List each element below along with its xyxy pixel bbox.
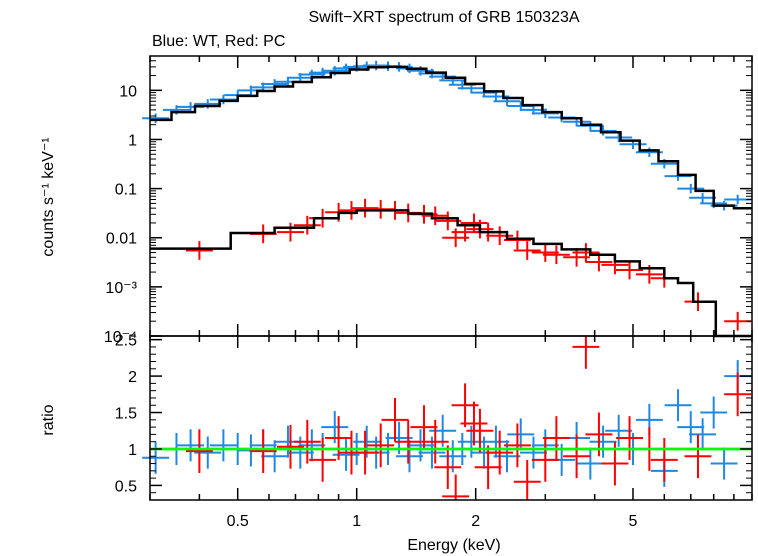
wt-data-point bbox=[531, 108, 559, 119]
wt-data-point bbox=[689, 193, 717, 203]
ratio-axes: 0.5 1 2 5 0.5 1 1.5 2 2.5 bbox=[115, 333, 753, 530]
pc-data-point bbox=[616, 260, 643, 280]
wt-ratio-point bbox=[700, 396, 728, 429]
pc-ratio-point bbox=[442, 474, 470, 500]
wt-model-line bbox=[150, 65, 752, 210]
y-tick-label: 1.5 bbox=[115, 406, 137, 423]
model-series bbox=[150, 65, 752, 338]
pc-data-point bbox=[185, 241, 213, 260]
pc-ratio-point bbox=[531, 438, 559, 482]
pc-data-point bbox=[542, 245, 570, 265]
pc-data-series bbox=[185, 198, 752, 331]
pc-ratio-point bbox=[185, 429, 213, 474]
pc-ratio-point bbox=[563, 434, 591, 479]
pc-ratio-point bbox=[277, 424, 304, 469]
pc-ratio-point bbox=[724, 372, 752, 417]
wt-ratio-point bbox=[142, 441, 170, 474]
pc-ratio-point bbox=[293, 419, 321, 464]
pc-ratio-point bbox=[650, 438, 678, 482]
pc-ratio-point bbox=[616, 416, 643, 460]
y-tick-label: 0.1 bbox=[115, 182, 137, 199]
pc-data-point bbox=[486, 226, 514, 246]
pc-ratio-point bbox=[421, 419, 449, 464]
y-tick-label: 1 bbox=[128, 442, 137, 459]
wt-ratio-point bbox=[407, 429, 434, 462]
chart-subtitle: Blue: WT, Red: PC bbox=[152, 33, 285, 50]
wt-data-point bbox=[209, 94, 237, 105]
spectrum-panel: 10 1 0.1 0.01 10⁻³ 10⁻⁴ bbox=[104, 55, 753, 346]
pc-ratio-point bbox=[434, 445, 462, 490]
pc-data-point bbox=[351, 198, 379, 218]
y-tick-label: 2 bbox=[128, 369, 137, 386]
pc-ratio-point bbox=[466, 408, 494, 453]
pc-ratio-point bbox=[542, 416, 570, 460]
wt-data-point bbox=[677, 183, 705, 194]
pc-data-point bbox=[513, 241, 541, 260]
pc-ratio-point bbox=[394, 419, 422, 464]
x-tick-label: 0.5 bbox=[227, 513, 249, 530]
wt-ratio-point bbox=[689, 418, 717, 451]
y-tick-label: 10⁻⁴ bbox=[104, 329, 137, 346]
wt-ratio-point bbox=[589, 425, 617, 458]
pc-ratio-point bbox=[684, 434, 712, 479]
pc-ratio-point bbox=[249, 429, 277, 474]
pc-ratio-point bbox=[513, 459, 541, 500]
wt-ratio-point bbox=[209, 429, 237, 462]
pc-ratio-point bbox=[309, 438, 337, 482]
y-tick-label: 0.5 bbox=[115, 478, 137, 495]
pc-data-point bbox=[572, 243, 600, 262]
ratio-panel: 0.5 1 2 5 0.5 1 1.5 2 2.5 bbox=[115, 333, 753, 530]
x-tick-label: 5 bbox=[629, 513, 638, 530]
pc-ratio-point bbox=[351, 430, 379, 475]
chart-title: Swift−XRT spectrum of GRB 150323A bbox=[308, 9, 579, 26]
spectrum-axes: 10 1 0.1 0.01 10⁻³ 10⁻⁴ bbox=[104, 55, 753, 346]
pc-data-point bbox=[421, 206, 449, 226]
wt-ratio-point bbox=[194, 436, 222, 469]
pc-ratio-point bbox=[367, 423, 395, 468]
y-tick-label: 2.5 bbox=[115, 333, 137, 350]
wt-ratio-point bbox=[605, 414, 633, 447]
pc-model-line bbox=[150, 209, 752, 338]
pc-data-point bbox=[531, 243, 559, 262]
wt-ratio-point bbox=[710, 447, 738, 480]
pc-ratio-point bbox=[486, 430, 514, 475]
pc-ratio-point bbox=[381, 397, 409, 442]
y-tick-label: 0.01 bbox=[106, 231, 137, 248]
wt-ratio-point bbox=[677, 411, 705, 444]
y-tick-label: 1 bbox=[128, 132, 137, 149]
wt-ratio-point bbox=[332, 438, 360, 471]
wt-ratio-point bbox=[576, 447, 604, 480]
wt-data-point bbox=[482, 91, 510, 102]
pc-ratio-point bbox=[460, 401, 488, 446]
y-tick-label: 10 bbox=[119, 83, 137, 100]
wt-ratio-point bbox=[519, 436, 547, 469]
plot-frame bbox=[149, 335, 753, 501]
x-axis-label: Energy (keV) bbox=[407, 537, 500, 554]
wt-ratio-point bbox=[298, 429, 326, 462]
pc-data-point bbox=[277, 222, 304, 242]
pc-data-point bbox=[293, 215, 321, 235]
wt-data-point bbox=[142, 113, 170, 124]
pc-ratio-series bbox=[150, 336, 752, 500]
spectrum-y-axis-label: counts s⁻¹ keV⁻¹ bbox=[40, 137, 57, 256]
wt-data-series bbox=[142, 60, 752, 211]
wt-data-point bbox=[589, 126, 617, 136]
wt-data-point bbox=[605, 132, 633, 143]
y-tick-label: 10⁻³ bbox=[105, 280, 137, 297]
x-tick-label: 2 bbox=[471, 513, 480, 530]
pc-ratio-point bbox=[503, 423, 531, 468]
pc-ratio-point bbox=[572, 336, 600, 369]
ratio-y-axis-label: ratio bbox=[40, 404, 57, 435]
x-tick-label: 1 bbox=[352, 513, 361, 530]
wt-ratio-point bbox=[261, 440, 289, 473]
wt-ratio-point bbox=[664, 389, 692, 422]
plot-frame bbox=[149, 55, 753, 337]
